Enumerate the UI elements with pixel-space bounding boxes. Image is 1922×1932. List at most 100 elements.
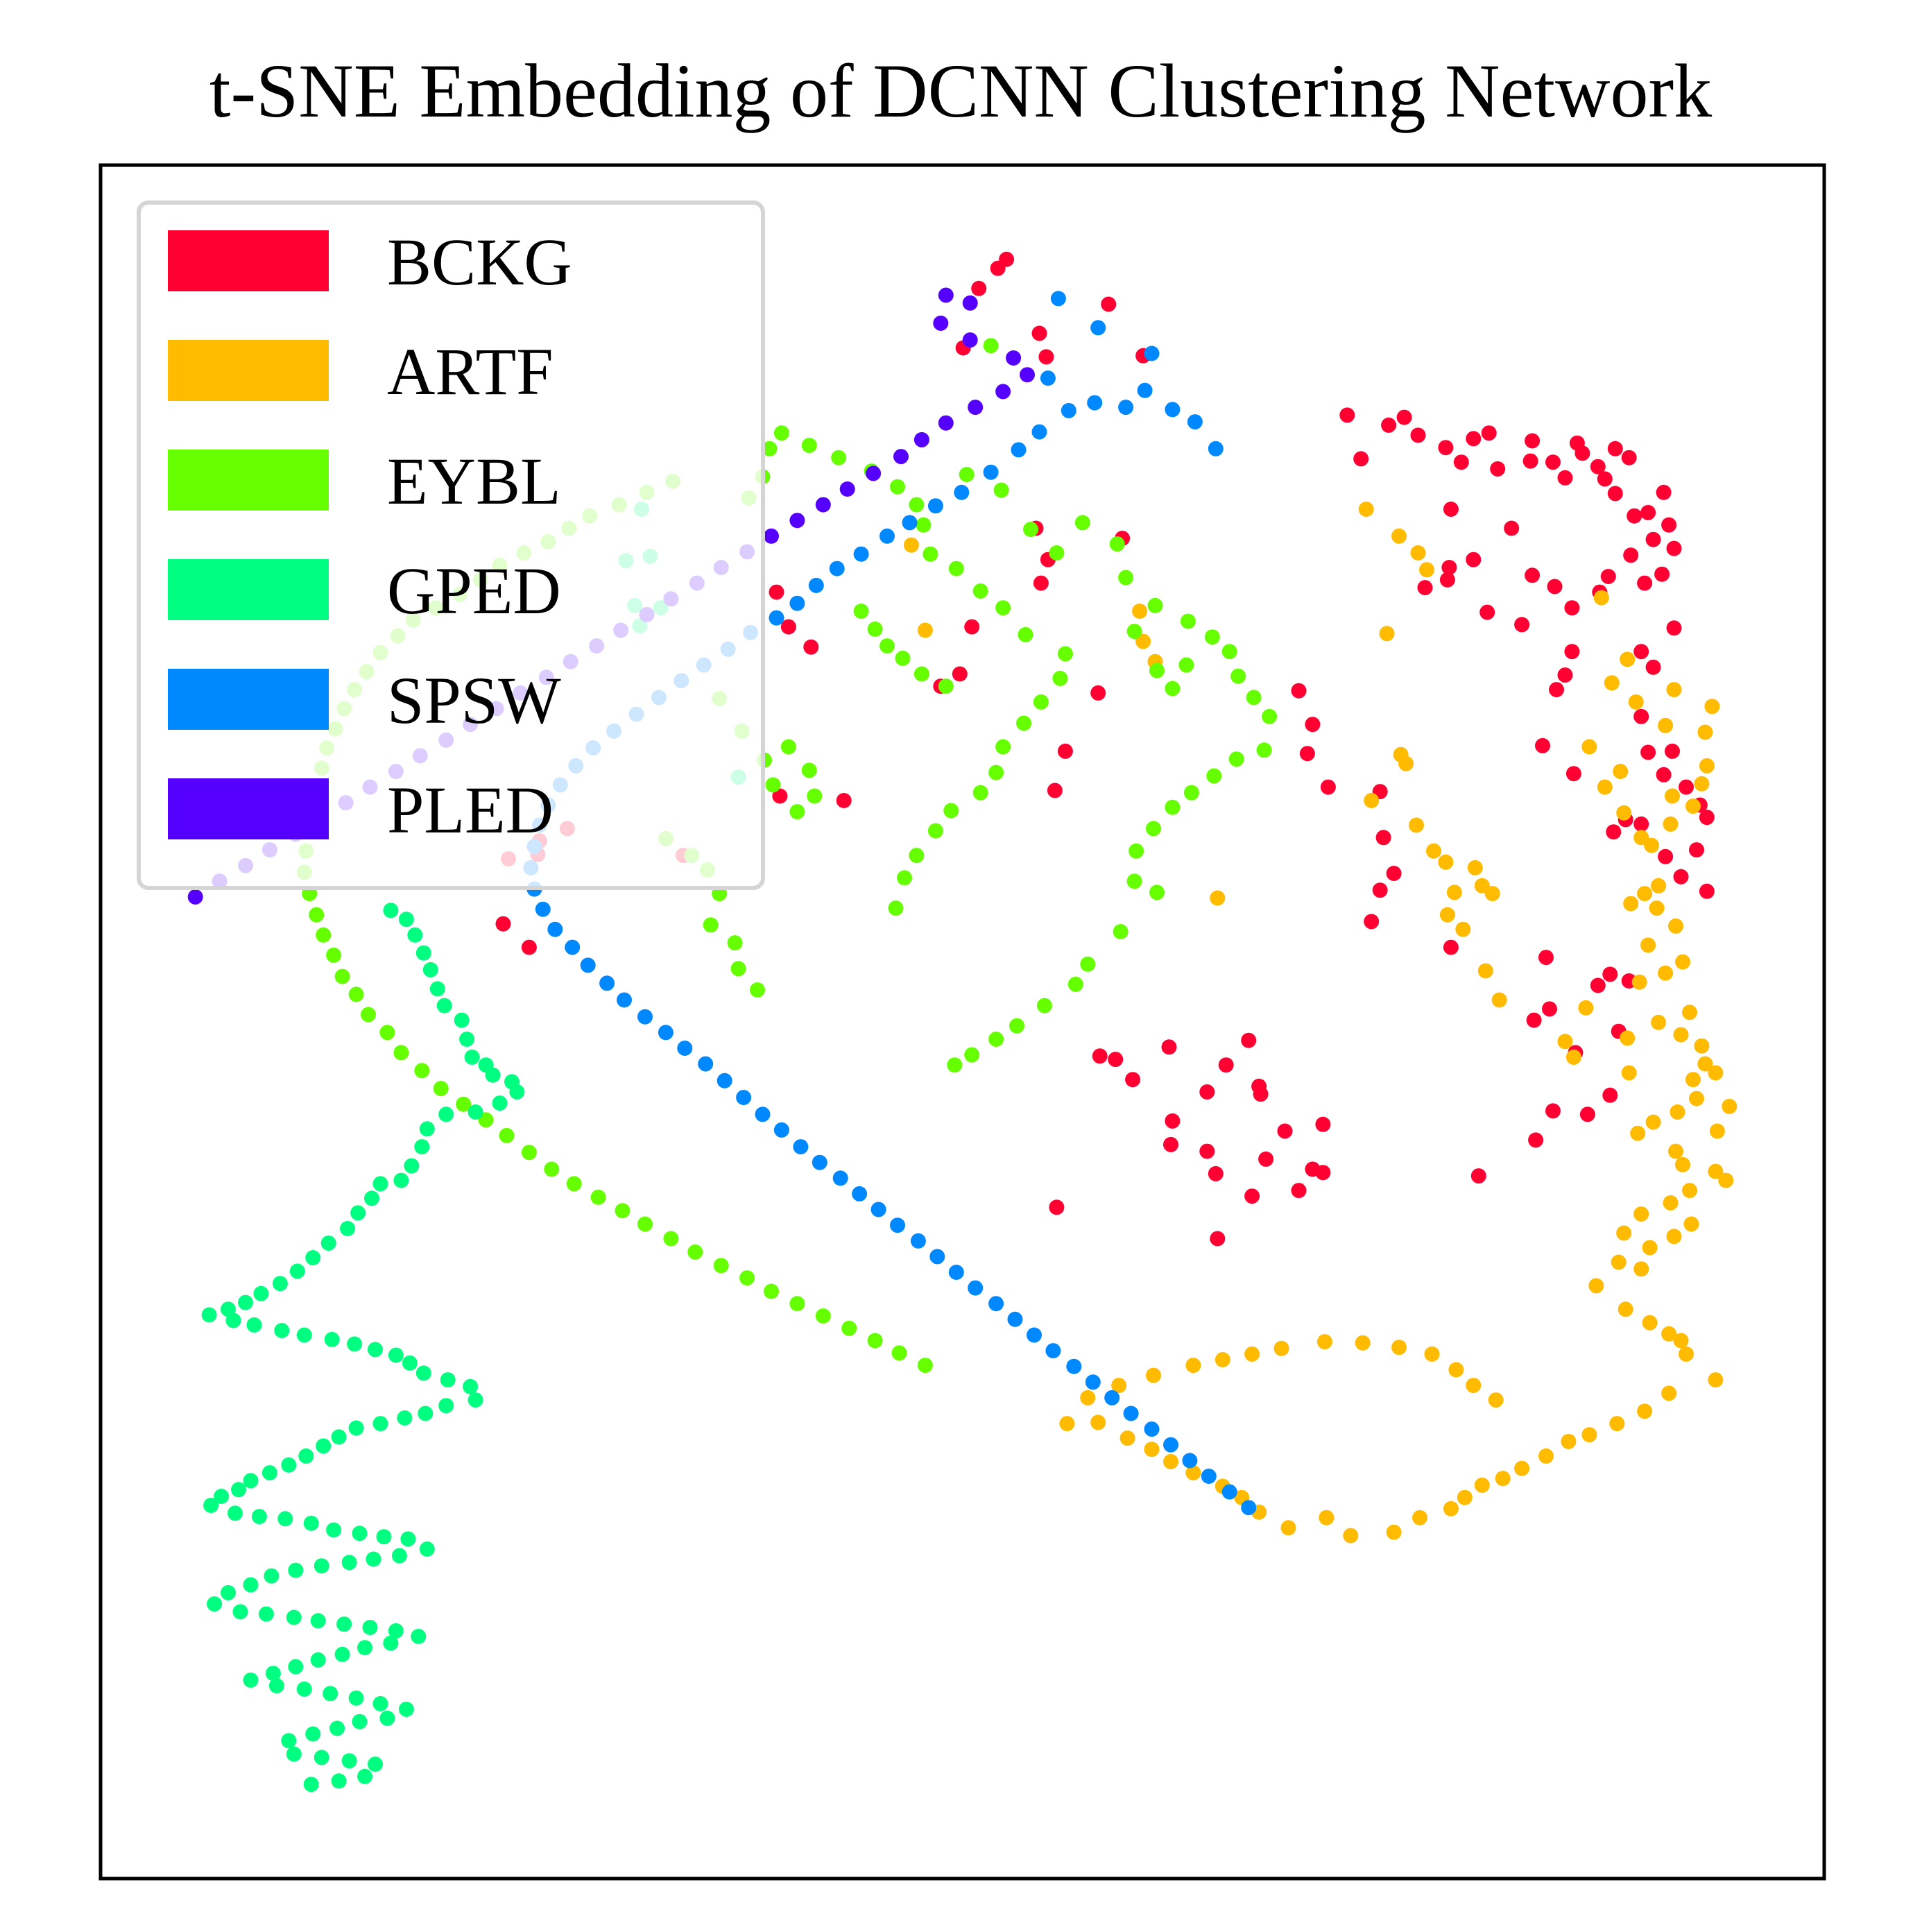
legend-label-pled: PLED	[387, 773, 554, 847]
point-bckg-135	[1049, 1199, 1065, 1215]
legend-swatch-pled	[168, 778, 329, 839]
point-spsw-70	[1144, 1421, 1160, 1437]
point-gped-26	[404, 1158, 420, 1174]
point-gped-101	[296, 1681, 312, 1697]
point-bckg-84	[1441, 560, 1457, 575]
point-bckg-30	[1353, 451, 1369, 467]
point-eybl-81	[773, 425, 789, 441]
point-eybl-21	[1206, 768, 1222, 784]
point-bckg-21	[772, 788, 788, 804]
point-pled-2	[933, 315, 949, 331]
point-artf-116	[1080, 1390, 1096, 1405]
point-spsw-41	[580, 957, 596, 973]
point-gped-13	[436, 998, 452, 1014]
point-spsw-19	[829, 561, 845, 576]
point-gped-18	[485, 1067, 501, 1083]
point-bckg-110	[1526, 1012, 1542, 1028]
point-artf-39	[1668, 1143, 1683, 1159]
point-artf-17	[1467, 860, 1483, 875]
point-eybl-76	[909, 497, 925, 513]
point-spsw-74	[1221, 1484, 1237, 1500]
point-bckg-121	[1199, 1084, 1215, 1100]
point-eybl-37	[867, 621, 883, 637]
point-bckg-105	[1538, 950, 1554, 966]
point-gped-78	[341, 1555, 357, 1571]
point-eybl-130	[663, 1231, 679, 1247]
point-bckg-134	[1092, 1048, 1108, 1064]
point-bckg-19	[495, 916, 511, 932]
point-eybl-140	[917, 1358, 933, 1374]
point-artf-41	[1708, 1163, 1724, 1179]
point-spsw-62	[988, 1296, 1004, 1312]
point-artf-9	[1419, 562, 1434, 578]
point-eybl-25	[1129, 843, 1144, 859]
point-artf-23	[1477, 963, 1493, 979]
point-bckg-139	[1241, 1032, 1257, 1048]
point-bckg-90	[1417, 580, 1433, 596]
point-gped-21	[492, 1095, 508, 1111]
point-gped-77	[366, 1551, 381, 1567]
point-eybl-44	[807, 788, 823, 804]
series-artf	[903, 502, 1737, 1544]
point-artf-93	[1609, 1416, 1625, 1432]
point-artf-61	[1581, 739, 1597, 755]
point-artf-55	[1649, 900, 1665, 916]
point-eybl-74	[923, 546, 938, 562]
point-bckg-128	[1305, 1161, 1321, 1177]
point-spsw-55	[852, 1186, 868, 1202]
point-eybl-62	[943, 803, 959, 819]
point-spsw-59	[929, 1249, 945, 1265]
point-gped-37	[238, 1294, 253, 1310]
point-gped-39	[201, 1307, 217, 1323]
point-bckg-39	[1490, 461, 1506, 477]
point-artf-35	[1689, 1091, 1704, 1106]
point-bckg-51	[1645, 531, 1661, 547]
point-spsw-65	[1045, 1343, 1061, 1359]
point-eybl-28	[1113, 924, 1129, 939]
point-gped-117	[303, 1777, 319, 1793]
point-artf-34	[1685, 1072, 1701, 1088]
point-gped-102	[323, 1686, 338, 1702]
point-artf-68	[1694, 776, 1710, 792]
point-gped-48	[402, 1355, 418, 1371]
point-gped-97	[288, 1659, 304, 1675]
legend-label-eybl: EYBL	[387, 444, 561, 518]
point-eybl-27	[1149, 884, 1165, 900]
point-artf-111	[1163, 1454, 1178, 1469]
point-eybl-29	[1080, 956, 1096, 972]
point-eybl-70	[1018, 626, 1033, 642]
point-artf-102	[1412, 1510, 1427, 1525]
point-gped-53	[438, 1398, 454, 1414]
point-artf-123	[1316, 1334, 1332, 1350]
point-artf-73	[1666, 682, 1682, 698]
point-eybl-132	[713, 1258, 729, 1274]
point-eybl-75	[916, 517, 932, 533]
point-gped-7	[383, 903, 399, 918]
point-gped-109	[305, 1726, 321, 1742]
point-artf-7	[1391, 528, 1407, 544]
point-eybl-13	[1165, 681, 1181, 696]
point-spsw-1	[1090, 320, 1106, 336]
point-eybl-2	[993, 482, 1009, 498]
point-artf-58	[1623, 896, 1639, 912]
point-gped-116	[331, 1773, 347, 1789]
point-eybl-131	[687, 1244, 703, 1260]
point-gped-71	[326, 1522, 342, 1538]
point-artf-101	[1443, 1501, 1459, 1516]
point-artf-32	[1694, 1038, 1710, 1054]
legend-label-artf: ARTF	[387, 334, 554, 409]
point-bckg-28	[1057, 743, 1073, 759]
point-artf-86	[1642, 1315, 1658, 1331]
point-bckg-62	[1640, 504, 1656, 520]
legend-swatch-spsw	[168, 669, 329, 730]
point-eybl-15	[1221, 644, 1237, 660]
point-artf-70	[1665, 788, 1680, 804]
legend-swatch-eybl	[168, 450, 329, 511]
point-eybl-7	[1118, 570, 1134, 585]
point-eybl-133	[739, 1270, 755, 1286]
point-gped-94	[357, 1640, 372, 1656]
point-artf-6	[1358, 502, 1374, 517]
point-artf-16	[1438, 854, 1454, 870]
point-artf-127	[1448, 1362, 1464, 1378]
point-artf-89	[1679, 1346, 1694, 1362]
